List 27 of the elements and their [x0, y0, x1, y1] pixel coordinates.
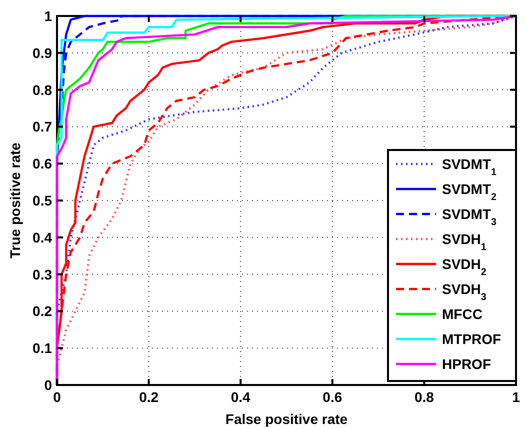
- y-tick-label: 1: [44, 8, 52, 24]
- x-tick-label: 0.2: [139, 389, 159, 405]
- legend-label: HPROF: [442, 356, 492, 372]
- legend-label: MFCC: [442, 306, 482, 322]
- y-tick-label: 0.2: [32, 303, 52, 320]
- legend-label: SVDMT$_{3}$: [442, 206, 497, 228]
- legend-label: SVDMT$_{1}$: [442, 156, 497, 178]
- y-tick-label: 0.3: [32, 266, 52, 282]
- y-tick-label: 0.7: [32, 118, 52, 135]
- legend-label: MTPROF: [442, 331, 502, 347]
- legend-label: SVDH$_{3}$: [442, 281, 487, 302]
- y-axis-title: True positive rate: [7, 142, 23, 258]
- x-tick-label: 0.4: [230, 389, 251, 405]
- y-tick-label: 0: [44, 377, 52, 393]
- x-tick-label: 0.8: [414, 389, 434, 405]
- y-tick-label: 0.4: [32, 229, 52, 246]
- y-tick-label: 0.1: [32, 340, 52, 356]
- y-tick-label: 0.5: [32, 192, 52, 208]
- legend-label: SVDH$_{1}$: [442, 231, 487, 252]
- y-tick-label: 0.6: [32, 156, 52, 172]
- legend-label: SVDMT$_{2}$: [442, 181, 497, 202]
- y-tick-label: 0.8: [32, 82, 52, 98]
- x-axis-title: False positive rate: [225, 411, 348, 427]
- x-tick-label: 0.6: [322, 389, 342, 405]
- legend-label: SVDH$_{2}$: [442, 256, 487, 278]
- x-tick-label: 1: [512, 389, 520, 405]
- y-tick-label: 0.9: [32, 44, 52, 61]
